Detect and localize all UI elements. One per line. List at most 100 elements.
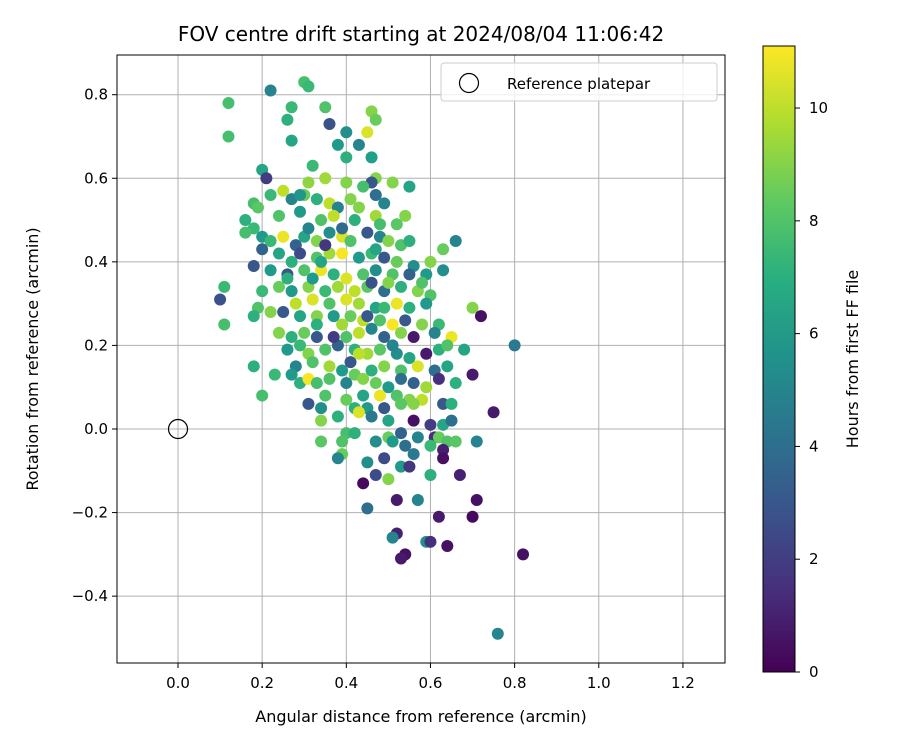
- data-point: [264, 84, 277, 97]
- data-point: [369, 113, 382, 126]
- data-point: [407, 448, 420, 461]
- data-point: [369, 264, 382, 277]
- data-point: [361, 347, 374, 360]
- y-tick-label: 0.2: [84, 336, 108, 354]
- data-point: [458, 343, 471, 356]
- data-point: [403, 268, 416, 281]
- data-point: [352, 251, 365, 264]
- data-point: [331, 280, 344, 293]
- data-point: [395, 372, 408, 385]
- data-point: [411, 494, 424, 507]
- colorbar-tick-label: 0: [809, 663, 819, 681]
- data-point: [365, 364, 378, 377]
- data-point: [336, 247, 349, 260]
- plot-frame: [116, 54, 726, 664]
- data-point: [340, 126, 353, 139]
- data-point: [285, 101, 298, 114]
- data-point: [264, 264, 277, 277]
- data-point: [357, 389, 370, 402]
- legend-circle-marker: [458, 72, 480, 94]
- data-point: [256, 285, 269, 298]
- data-point: [424, 468, 437, 481]
- data-point: [365, 322, 378, 335]
- data-point: [470, 494, 483, 507]
- x-axis-label: Angular distance from reference (arcmin): [255, 707, 586, 726]
- data-point: [424, 255, 437, 268]
- data-point: [277, 184, 290, 197]
- data-point: [264, 188, 277, 201]
- data-point: [310, 310, 323, 323]
- data-point: [487, 406, 500, 419]
- data-point: [382, 276, 395, 289]
- data-point: [344, 234, 357, 247]
- data-point: [298, 326, 311, 339]
- data-point: [319, 285, 332, 298]
- data-point: [432, 510, 445, 523]
- data-point: [352, 201, 365, 214]
- data-point: [336, 364, 349, 377]
- data-point: [348, 285, 361, 298]
- data-point: [315, 414, 328, 427]
- data-point: [277, 230, 290, 243]
- data-point: [336, 222, 349, 235]
- data-point: [373, 389, 386, 402]
- data-point: [327, 331, 340, 344]
- data-point: [449, 377, 462, 390]
- data-point: [285, 134, 298, 147]
- data-point: [218, 318, 231, 331]
- data-point: [277, 305, 290, 318]
- data-point: [302, 397, 315, 410]
- data-point: [399, 209, 412, 222]
- data-point: [306, 293, 319, 306]
- data-point: [340, 176, 353, 189]
- data-point: [386, 435, 399, 448]
- reference-platepar-marker: [167, 418, 189, 440]
- data-point: [386, 531, 399, 544]
- data-point: [382, 473, 395, 486]
- data-point: [369, 435, 382, 448]
- data-point: [466, 301, 479, 314]
- data-point: [466, 368, 479, 381]
- data-point: [403, 180, 416, 193]
- data-point: [382, 234, 395, 247]
- data-point: [403, 301, 416, 314]
- data-point: [315, 264, 328, 277]
- data-point: [260, 172, 273, 185]
- data-point: [323, 226, 336, 239]
- data-point: [411, 360, 424, 373]
- data-point: [310, 377, 323, 390]
- data-point: [378, 251, 391, 264]
- grid-lines: [117, 55, 725, 663]
- data-point: [331, 452, 344, 465]
- data-point: [323, 297, 336, 310]
- data-point: [378, 331, 391, 344]
- data-point: [319, 101, 332, 114]
- data-point: [315, 214, 328, 227]
- data-point: [340, 272, 353, 285]
- y-axis-label: Rotation from reference (arcmin): [23, 227, 42, 490]
- legend-label: Reference platepar: [507, 75, 651, 93]
- data-point: [306, 159, 319, 172]
- data-point: [294, 310, 307, 323]
- data-point: [390, 255, 403, 268]
- data-point: [424, 418, 437, 431]
- data-point: [281, 343, 294, 356]
- colorbar-ticks: 0 2 4 6 8 10: [795, 99, 828, 681]
- data-point: [331, 410, 344, 423]
- colorbar-tick-label: 8: [809, 212, 819, 230]
- data-point: [395, 364, 408, 377]
- data-point: [315, 402, 328, 415]
- data-point: [441, 339, 454, 352]
- data-point: [378, 360, 391, 373]
- data-point: [272, 280, 285, 293]
- data-point: [340, 377, 353, 390]
- y-tick-label: 0.8: [84, 86, 108, 104]
- data-point: [407, 377, 420, 390]
- data-point: [340, 331, 353, 344]
- data-point: [361, 226, 374, 239]
- data-point: [352, 347, 365, 360]
- data-point: [390, 218, 403, 231]
- data-point: [357, 477, 370, 490]
- data-point: [508, 339, 521, 352]
- data-point: [378, 197, 391, 210]
